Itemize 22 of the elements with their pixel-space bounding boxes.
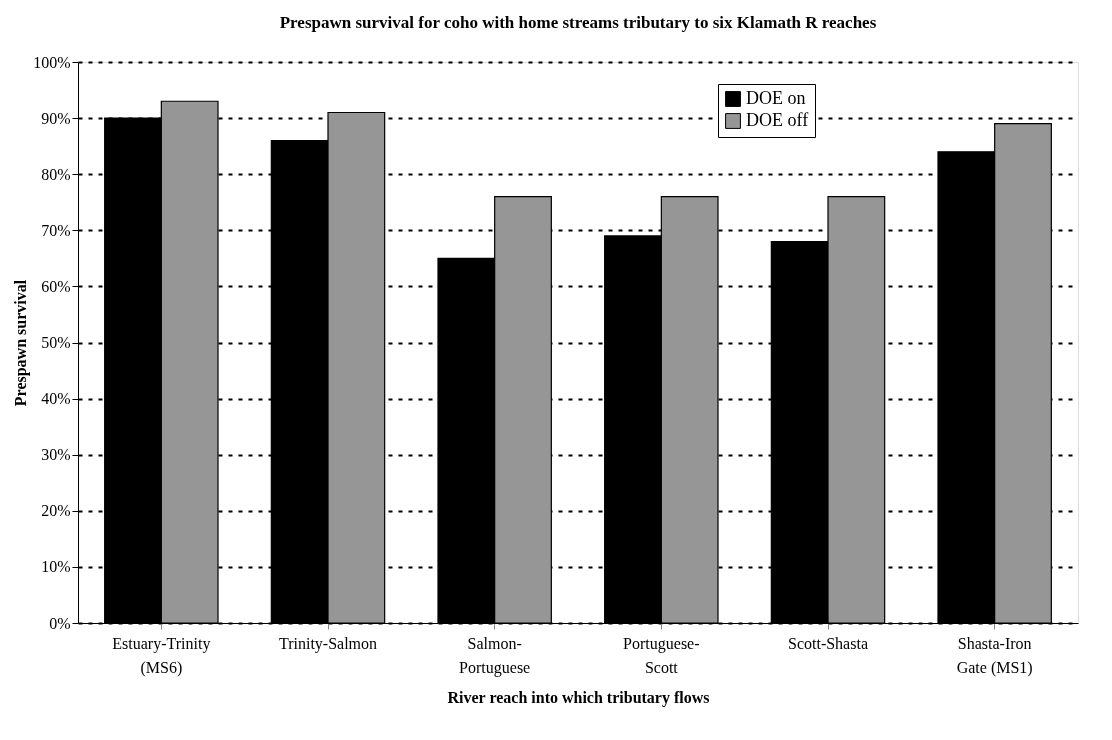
y-tick-label: 30% bbox=[41, 446, 71, 464]
y-tick-label: 100% bbox=[33, 53, 71, 71]
y-tick-label: 20% bbox=[41, 502, 71, 520]
y-tick-label: 90% bbox=[41, 109, 71, 127]
legend-label: DOE off bbox=[746, 110, 809, 130]
y-tick-label: 0% bbox=[49, 614, 71, 632]
x-tick-label: Estuary-Trinity (MS6) bbox=[112, 634, 211, 677]
y-tick-label: 50% bbox=[41, 334, 71, 351]
y-axis-title: Prespawn survival bbox=[12, 279, 31, 407]
chart-title: Prespawn survival for coho with home streams tributary to six Klamath R reaches bbox=[279, 13, 877, 32]
legend-label: DOE on bbox=[746, 88, 806, 108]
y-tick-label: 60% bbox=[41, 277, 71, 295]
y-tick-label: 40% bbox=[41, 390, 71, 408]
y-tick-label: 70% bbox=[41, 221, 71, 239]
y-tick-label: 80% bbox=[41, 165, 71, 183]
x-tick-label: Trinity-Salmon bbox=[278, 634, 378, 653]
x-tick-label: Shasta-Iron Gate (MS1) bbox=[956, 634, 1033, 677]
x-tick-label: Salmon- Portuguese bbox=[459, 634, 531, 677]
x-tick-label: Scott-Shasta bbox=[788, 634, 868, 652]
x-axis-title: River reach into which tributary flows bbox=[447, 688, 710, 707]
x-tick-label: Portuguese- Scott bbox=[623, 634, 700, 676]
y-tick-label: 10% bbox=[41, 558, 71, 576]
